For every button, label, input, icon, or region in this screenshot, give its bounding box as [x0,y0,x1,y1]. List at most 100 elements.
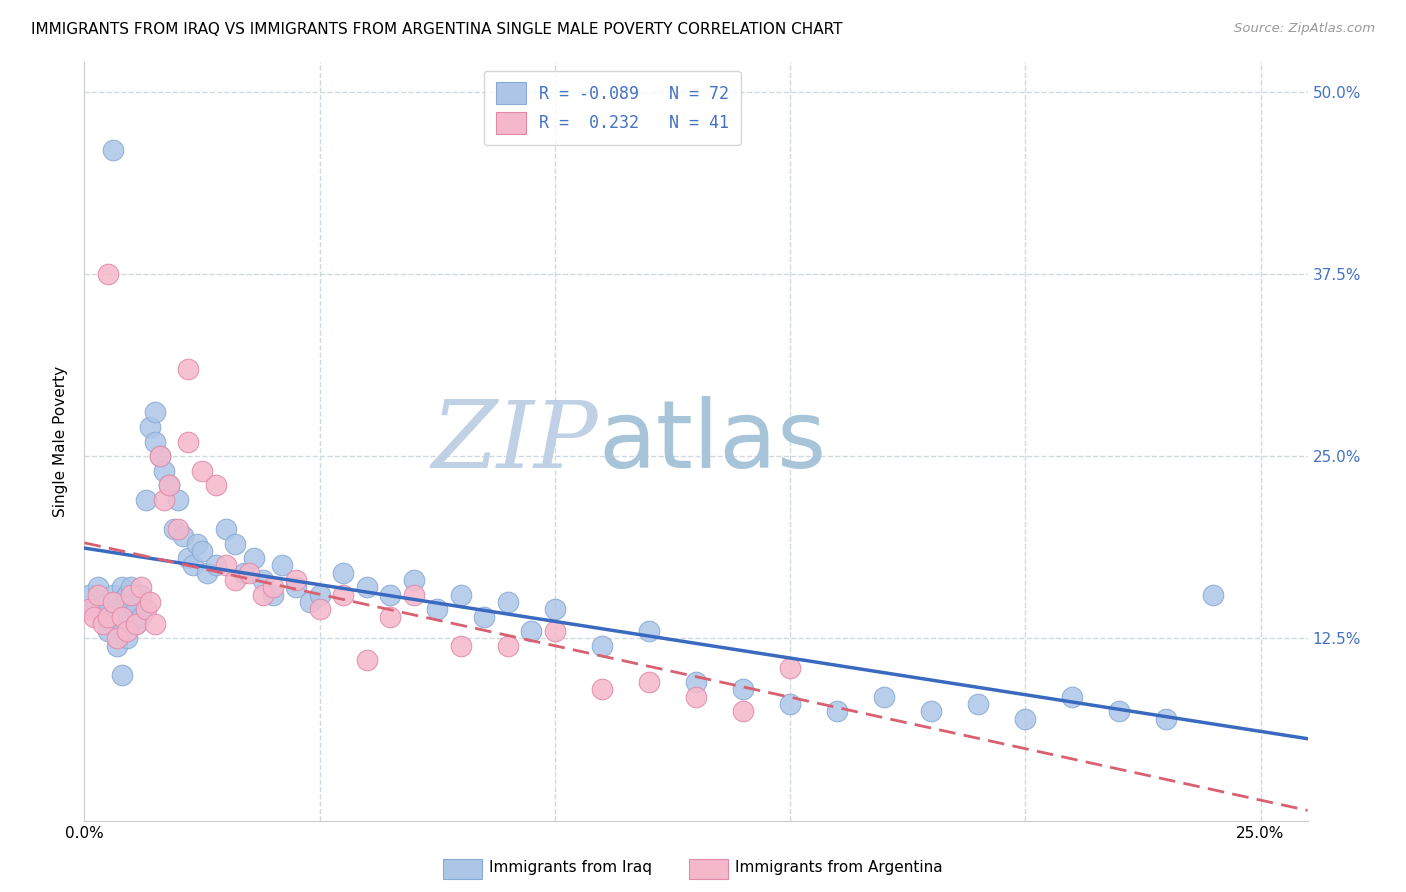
Point [105,632,128,646]
Point [402,573,425,587]
Point [115,632,138,646]
Point [135,602,157,616]
Point [105,602,128,616]
Point [496,639,519,653]
Point [380,588,402,602]
Point [450,639,472,653]
Point [139,595,162,609]
Point [91,609,114,624]
Point [167,492,190,507]
Point [153,492,176,507]
Point [97,609,120,624]
Point [1202,588,1225,602]
Point [233,566,256,580]
Point [149,449,172,463]
Point [167,522,190,536]
Y-axis label: Single Male Poverty: Single Male Poverty [53,366,69,517]
Point [214,522,236,536]
Point [177,434,200,449]
Point [1108,704,1130,718]
Point [205,558,228,573]
Point [172,529,194,543]
Point [920,704,942,718]
Point [186,536,208,550]
Point [308,602,330,616]
Point [731,682,754,697]
Point [332,588,354,602]
Text: atlas: atlas [598,395,827,488]
Point [143,405,166,419]
Point [125,602,148,616]
Point [101,143,124,157]
Point [214,558,236,573]
Point [544,624,567,639]
Point [873,690,896,704]
Point [402,588,425,602]
Point [129,580,152,594]
Point [496,595,519,609]
Point [252,573,274,587]
Point [195,566,218,580]
Point [135,492,157,507]
Point [97,267,120,281]
Point [1062,690,1084,704]
Point [77,588,100,602]
Point [120,595,142,609]
Point [638,675,661,690]
Point [157,478,180,492]
Point [120,588,142,602]
Text: Immigrants from Iraq: Immigrants from Iraq [489,860,652,874]
Point [472,609,495,624]
Point [825,704,848,718]
Point [177,361,200,376]
Point [308,588,330,602]
Point [149,449,172,463]
Point [224,573,246,587]
Point [426,602,449,616]
Point [111,668,134,682]
Point [242,551,264,566]
Point [111,609,134,624]
Point [101,595,124,609]
Text: Immigrants from Argentina: Immigrants from Argentina [735,860,943,874]
Point [638,624,661,639]
Point [591,639,613,653]
Point [129,609,152,624]
Point [731,704,754,718]
Point [1014,712,1036,726]
Point [332,566,354,580]
Text: Source: ZipAtlas.com: Source: ZipAtlas.com [1234,22,1375,36]
Point [163,522,186,536]
Point [262,580,284,594]
Point [380,609,402,624]
Point [181,558,204,573]
Point [83,602,105,616]
Point [685,690,707,704]
Point [143,616,166,631]
Point [129,588,152,602]
Point [262,588,284,602]
Point [779,697,801,711]
Point [224,536,246,550]
Point [450,588,472,602]
Point [779,660,801,674]
Point [153,464,176,478]
Point [356,580,378,594]
Point [139,420,162,434]
Point [87,588,110,602]
Point [967,697,990,711]
Point [87,580,110,594]
Point [520,624,543,639]
Point [299,595,322,609]
Point [125,616,148,631]
Point [285,573,308,587]
Point [271,558,294,573]
Point [544,602,567,616]
Point [157,478,180,492]
Point [285,580,308,594]
Point [115,588,138,602]
Point [191,544,214,558]
Text: IMMIGRANTS FROM IRAQ VS IMMIGRANTS FROM ARGENTINA SINGLE MALE POVERTY CORRELATIO: IMMIGRANTS FROM IRAQ VS IMMIGRANTS FROM … [31,22,842,37]
Point [105,639,128,653]
Point [191,464,214,478]
